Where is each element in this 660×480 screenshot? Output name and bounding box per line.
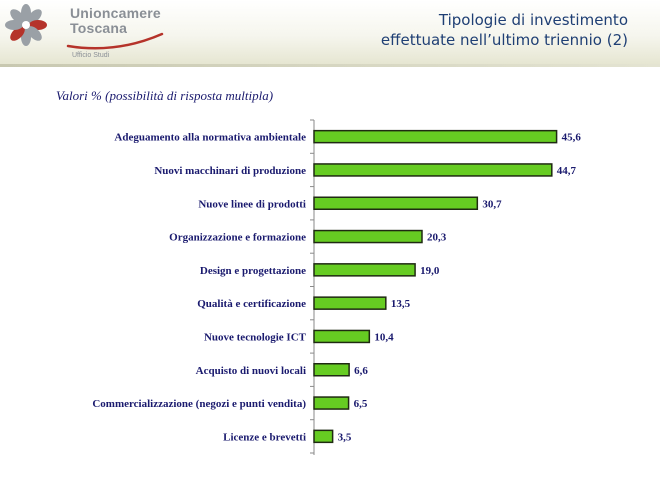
category-labels: Adeguamento alla normativa ambientale Nuo…: [92, 132, 306, 444]
category-label: Nuove tecnologie ICT: [204, 331, 307, 343]
value-labels: 45,6 44,7 30,7 20,3 19,0 13,5 10,4 6,6 6,5 3,5: [338, 132, 582, 444]
bar: [313, 296, 387, 310]
logo-swoosh-icon: [66, 32, 164, 50]
bar: [313, 396, 350, 410]
bar: [313, 129, 558, 144]
y-axis-ticks: [310, 119, 314, 454]
category-label: Nuovi macchinari di produzione: [154, 165, 306, 177]
logo-line-2: Toscana: [70, 20, 128, 36]
data-label: 10,4: [374, 331, 394, 343]
data-label: 20,3: [427, 232, 447, 244]
chart-subtitle: Valori % (possibilità di risposta multip…: [56, 88, 274, 103]
bar: [313, 263, 416, 277]
category-label: Adeguamento alla normativa ambientale: [114, 132, 306, 144]
header-divider: [0, 64, 660, 67]
bar: [313, 163, 553, 177]
category-label: Licenze e brevetti: [223, 431, 306, 443]
page-title-line-1: Tipologie di investimento: [438, 11, 628, 29]
unioncamere-logo-icon: [5, 4, 47, 46]
data-label: 13,5: [391, 298, 411, 310]
header-band: [0, 0, 660, 64]
bar: [313, 229, 423, 244]
bar: [313, 363, 350, 377]
page-title: Tipologie di investimento effettuate nel…: [308, 10, 628, 50]
bar: [313, 329, 371, 344]
category-label: Design e progettazione: [200, 265, 306, 277]
category-label: Acquisto di nuovi locali: [196, 365, 306, 377]
data-label: 6,5: [354, 398, 368, 410]
bar: [313, 429, 334, 444]
data-label: 45,6: [562, 132, 582, 144]
logo-line-1: Unioncamere: [70, 5, 161, 21]
category-label: Nuove linee di prodotti: [198, 198, 306, 210]
logo-subtitle: Ufficio Studi: [72, 52, 110, 59]
data-label: 30,7: [482, 198, 502, 210]
data-label: 44,7: [557, 165, 577, 177]
logo-wordmark: Unioncamere Toscana: [70, 6, 161, 36]
data-label: 3,5: [338, 431, 352, 443]
data-label: 19,0: [420, 265, 440, 277]
category-label: Commercializzazione (negozi e punti vend…: [92, 398, 306, 410]
category-label: Qualità e certificazione: [197, 298, 306, 310]
bars-group: [313, 129, 558, 444]
bar: [313, 196, 479, 210]
page-title-line-2: effettuate nell’ultimo triennio (2): [380, 31, 628, 49]
data-label: 6,6: [354, 365, 368, 377]
category-label: Organizzazione e formazione: [169, 232, 306, 244]
